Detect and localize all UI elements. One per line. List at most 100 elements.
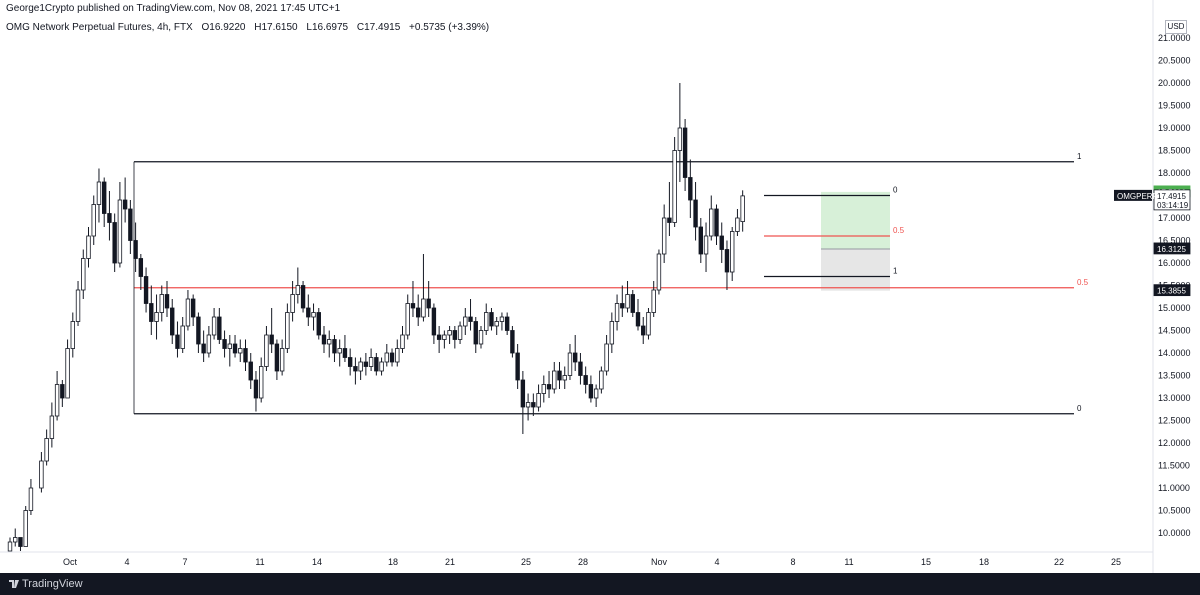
candle-body	[410, 303, 416, 309]
candle-body	[599, 370, 604, 390]
candle-body	[102, 181, 107, 214]
candle-body	[525, 402, 531, 408]
candle	[180, 317, 185, 353]
candle	[122, 177, 128, 223]
candle-body	[28, 487, 34, 511]
price-tags: 17.580017.491503:14:19OMGPERP16.312515.3…	[1114, 185, 1191, 297]
candle-body	[709, 208, 714, 237]
y-tick-label: 21.0000	[1158, 33, 1191, 43]
candle	[102, 177, 107, 227]
price-tag-bg	[1153, 189, 1191, 211]
candle-body	[651, 289, 656, 313]
footer-bar: TradingView	[0, 573, 1200, 595]
candle-body	[593, 388, 599, 399]
candle-body	[735, 217, 740, 232]
x-tick-label: 22	[1054, 557, 1064, 567]
candle	[625, 281, 630, 313]
candle	[541, 375, 546, 403]
x-tick-label: 25	[1111, 557, 1121, 567]
candle	[641, 317, 646, 344]
candle	[306, 294, 311, 326]
candle-body	[546, 384, 552, 390]
price-tag-timer: 03:14:19	[1157, 201, 1189, 210]
candle	[693, 182, 698, 241]
x-tick-label: 8	[790, 557, 795, 567]
candle	[651, 281, 656, 317]
candle-body	[609, 321, 615, 345]
candle	[70, 312, 75, 358]
candle	[363, 353, 369, 376]
chart-legend: OMG Network Perpetual Futures, 4h, FTX O…	[6, 22, 495, 33]
candle	[128, 200, 133, 254]
candle-body	[400, 334, 405, 349]
candle	[499, 312, 505, 331]
candle	[473, 317, 478, 353]
candle	[39, 452, 44, 493]
candle	[520, 371, 526, 434]
symbol-tag-bg	[1114, 189, 1152, 201]
candle-body	[379, 361, 384, 372]
candle-body	[463, 316, 468, 327]
y-tick-label: 14.0000	[1158, 348, 1191, 358]
candle	[232, 335, 238, 358]
candle-body	[504, 316, 510, 331]
y-tick-label: 18.0000	[1158, 168, 1191, 178]
candle-body	[143, 276, 149, 304]
candle	[185, 290, 191, 331]
candle	[494, 317, 499, 335]
candle-body	[442, 334, 447, 340]
footer-brand: TradingView	[22, 578, 83, 590]
candle-body	[128, 208, 133, 241]
candle	[531, 393, 536, 416]
price-tag-bg	[1153, 284, 1191, 297]
candle	[630, 290, 635, 317]
candle-body	[552, 370, 557, 390]
candle	[159, 285, 164, 322]
candle-body	[248, 361, 253, 381]
candle	[714, 204, 719, 245]
candle	[133, 222, 138, 272]
candle	[253, 371, 259, 412]
candle	[368, 348, 374, 371]
candle-body	[138, 258, 144, 277]
candle	[510, 326, 515, 358]
candle	[91, 195, 96, 245]
candle-body	[536, 393, 541, 408]
candle-body	[13, 537, 18, 543]
candle	[484, 303, 489, 335]
candle-body	[149, 303, 154, 322]
x-tick-label: 15	[921, 557, 931, 567]
candle-body	[112, 222, 117, 264]
candle-body	[405, 303, 410, 336]
y-tick-label: 11.5000	[1158, 461, 1190, 471]
candle	[201, 330, 206, 362]
currency-label[interactable]: USD	[1165, 20, 1187, 34]
candle-body	[122, 199, 128, 210]
candle-body	[457, 325, 463, 340]
candle-body	[279, 348, 285, 372]
candle-body	[180, 325, 185, 349]
candle-body	[316, 312, 321, 336]
candle-body	[96, 181, 102, 205]
candle	[112, 213, 117, 272]
candle-body	[81, 258, 86, 291]
price-tag: 16.3125	[1153, 242, 1191, 255]
candle	[86, 227, 91, 268]
candle-body	[499, 316, 505, 322]
candle-body	[510, 330, 515, 354]
candle	[457, 321, 463, 344]
candle-body	[232, 343, 238, 354]
candle-body	[269, 334, 274, 345]
fib-small-label: 0.5	[893, 226, 905, 235]
candle-body	[238, 348, 243, 354]
candle	[735, 209, 740, 236]
y-tick-label: 17.0000	[1158, 213, 1191, 223]
candle	[28, 479, 34, 515]
publisher-line: George1Crypto published on TradingView.c…	[6, 3, 341, 14]
candle-body	[217, 316, 222, 340]
candle	[562, 366, 567, 389]
candle	[677, 83, 683, 182]
candle-body	[415, 307, 421, 318]
x-tick-label: 11	[255, 557, 264, 567]
price-chart[interactable]: 1 0.5 0 0 0.5 1 21.0000 20.5000 20.0000 19.5000 1…	[0, 0, 1200, 573]
